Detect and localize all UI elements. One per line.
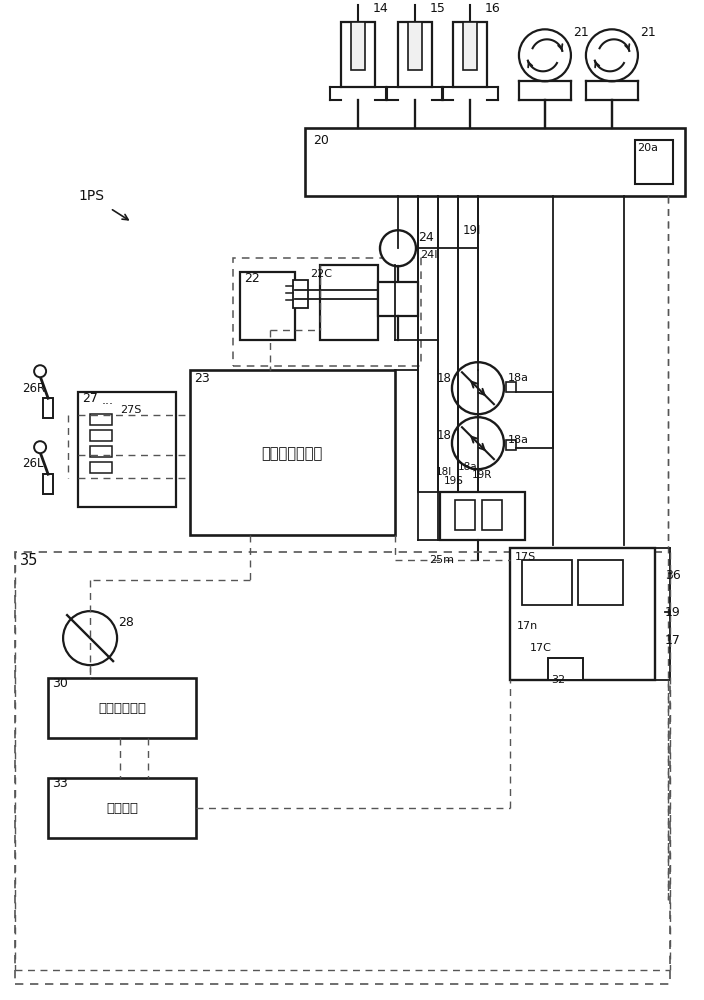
Bar <box>305 128 685 196</box>
Bar <box>522 560 572 605</box>
Text: 发动机控制器: 发动机控制器 <box>98 702 146 715</box>
Text: 21: 21 <box>573 26 589 39</box>
Bar <box>378 282 418 316</box>
Text: 泵控制器: 泵控制器 <box>106 802 138 815</box>
Bar <box>341 22 375 87</box>
Text: 18a: 18a <box>458 462 478 472</box>
Bar <box>90 430 112 441</box>
Text: 18: 18 <box>437 372 452 385</box>
Text: 17: 17 <box>665 634 681 647</box>
Text: 19: 19 <box>665 606 681 619</box>
Bar <box>90 414 112 425</box>
Bar <box>510 548 655 680</box>
Text: 35: 35 <box>20 553 39 568</box>
Text: 15: 15 <box>430 2 446 15</box>
Bar <box>320 265 378 340</box>
Bar <box>240 272 295 340</box>
Bar <box>15 552 670 984</box>
Text: 33: 33 <box>52 777 68 790</box>
Bar <box>398 22 432 87</box>
Bar <box>43 474 53 494</box>
Text: 混合动力控制器: 混合动力控制器 <box>261 446 322 461</box>
Bar <box>351 22 365 70</box>
Bar <box>90 446 112 457</box>
Circle shape <box>380 230 416 266</box>
Text: 18: 18 <box>437 429 452 442</box>
Text: 21: 21 <box>640 26 655 39</box>
Text: 30: 30 <box>52 677 68 690</box>
Bar <box>293 280 308 308</box>
Text: 19R: 19R <box>472 470 492 480</box>
Bar <box>440 492 525 540</box>
Text: 19I: 19I <box>463 224 482 237</box>
Bar <box>48 778 196 838</box>
Text: 1PS: 1PS <box>78 189 104 203</box>
Text: 18a: 18a <box>508 373 529 383</box>
Bar <box>548 658 583 680</box>
Text: 16: 16 <box>485 2 501 15</box>
Text: 20a: 20a <box>637 143 658 153</box>
Text: 18a: 18a <box>508 435 529 445</box>
Text: 24I: 24I <box>420 250 437 260</box>
Text: 19S: 19S <box>444 476 464 486</box>
Bar <box>190 370 395 535</box>
Bar <box>455 500 475 530</box>
Circle shape <box>452 362 504 414</box>
Bar <box>463 22 477 70</box>
Text: 14: 14 <box>373 2 389 15</box>
Bar <box>78 392 176 507</box>
Bar <box>48 678 196 738</box>
Text: 36: 36 <box>665 569 681 582</box>
Text: 26L: 26L <box>22 457 44 470</box>
Text: 25m: 25m <box>429 555 455 565</box>
Bar <box>233 258 421 366</box>
Bar <box>635 140 673 184</box>
Text: 27: 27 <box>82 392 98 405</box>
Bar <box>482 500 502 530</box>
Text: 28: 28 <box>118 616 134 629</box>
Text: 17n: 17n <box>517 621 538 631</box>
Text: 17C: 17C <box>530 643 552 653</box>
Text: 26R: 26R <box>22 382 45 395</box>
Bar <box>506 440 516 450</box>
Bar <box>43 398 53 418</box>
Bar <box>408 22 422 70</box>
Text: 23: 23 <box>194 372 210 385</box>
Text: 27S: 27S <box>120 405 142 415</box>
Bar <box>453 22 487 87</box>
Text: ...: ... <box>102 394 114 407</box>
Circle shape <box>586 29 638 81</box>
Circle shape <box>519 29 571 81</box>
Bar <box>578 560 623 605</box>
Text: 24: 24 <box>418 231 434 244</box>
Circle shape <box>452 417 504 469</box>
Bar <box>90 462 112 473</box>
Text: 22: 22 <box>244 272 260 285</box>
Text: 17S: 17S <box>515 552 536 562</box>
Text: 32: 32 <box>551 675 565 685</box>
Circle shape <box>34 365 46 377</box>
Text: 22C: 22C <box>310 269 332 279</box>
Text: 18I: 18I <box>436 467 452 477</box>
Circle shape <box>34 441 46 453</box>
Bar <box>506 382 516 392</box>
Text: 20: 20 <box>313 134 329 147</box>
Circle shape <box>63 611 117 665</box>
